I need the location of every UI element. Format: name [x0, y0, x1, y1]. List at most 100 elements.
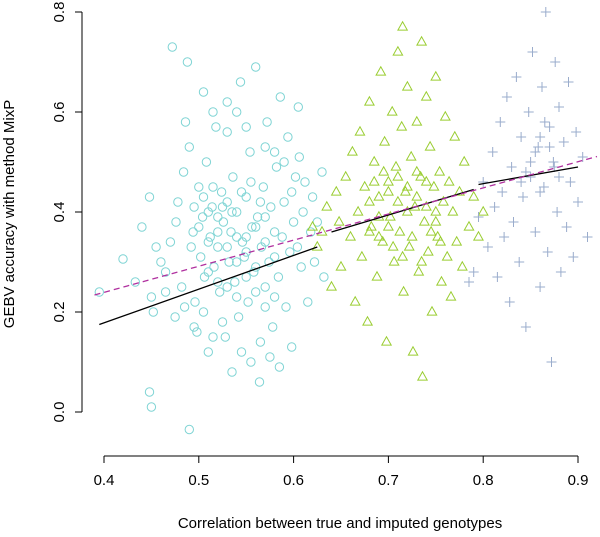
data-point-circle: [198, 307, 209, 317]
data-point-plus: [495, 117, 506, 127]
data-point-triangle: [458, 155, 470, 166]
data-point-circle: [251, 62, 261, 72]
data-point-circle: [184, 142, 195, 152]
trend-lines: [94, 155, 598, 326]
data-point-plus: [520, 167, 531, 177]
data-point-triangle: [396, 120, 408, 131]
data-point-triangle: [394, 225, 406, 236]
data-point-plus: [535, 282, 546, 292]
data-point-circle: [251, 222, 261, 232]
data-point-circle: [171, 217, 181, 227]
data-point-circle: [247, 222, 257, 232]
data-point-circle: [294, 152, 304, 162]
data-point-circle: [160, 287, 171, 297]
data-point-circle: [216, 187, 227, 197]
data-point-circle: [241, 232, 251, 242]
data-point-plus: [582, 232, 593, 242]
data-point-triangle: [430, 215, 442, 226]
data-point-circle: [208, 332, 218, 342]
data-point-triangle: [472, 230, 484, 241]
x-tick-label: 0.5: [188, 472, 209, 489]
data-point-circle: [182, 57, 193, 67]
data-point-plus: [482, 242, 493, 252]
data-point-circle: [306, 227, 316, 237]
data-point-circle: [156, 257, 166, 267]
data-point-triangle: [325, 280, 338, 291]
data-point-circle: [197, 212, 208, 222]
data-point-triangle: [456, 260, 468, 271]
data-point-circle: [198, 87, 209, 97]
plot-points: [94, 7, 593, 435]
x-tick-label: 0.8: [473, 472, 494, 489]
data-point-circle: [236, 347, 247, 357]
data-point-circle: [252, 212, 263, 222]
data-point-circle: [246, 357, 256, 367]
data-point-circle: [296, 262, 306, 272]
data-point-plus: [563, 77, 574, 87]
data-point-triangle: [430, 70, 442, 81]
y-tick-label: 0.8: [51, 2, 68, 23]
data-point-circle: [269, 147, 280, 157]
data-point-circle: [167, 42, 178, 52]
data-point-triangle: [453, 185, 466, 196]
data-point-circle: [137, 222, 147, 232]
data-point-circle: [177, 282, 187, 292]
data-point-triangle: [346, 145, 358, 156]
data-point-plus: [504, 297, 515, 307]
data-point-triangle: [354, 125, 366, 136]
data-point-plus: [544, 142, 555, 152]
data-point-circle: [255, 197, 266, 207]
data-point-circle: [232, 257, 242, 267]
data-point-triangle: [363, 225, 375, 236]
regression-line: [331, 188, 474, 233]
data-point-circle: [260, 212, 270, 222]
data-point-triangle: [447, 205, 459, 216]
data-point-plus: [530, 147, 541, 157]
data-point-circle: [196, 252, 206, 262]
data-point-circle: [192, 327, 202, 337]
data-point-circle: [287, 342, 297, 352]
data-point-triangle: [379, 135, 391, 146]
data-point-circle: [300, 177, 310, 187]
data-point-triangle: [384, 210, 396, 221]
data-point-circle: [189, 202, 199, 212]
data-point-circle: [213, 277, 223, 287]
data-point-circle: [180, 117, 191, 127]
data-point-circle: [146, 402, 157, 412]
data-point-plus: [573, 197, 583, 207]
data-point-circle: [208, 107, 218, 117]
data-point-triangle: [416, 35, 428, 46]
data-point-triangle: [330, 185, 342, 196]
data-point-circle: [144, 387, 155, 397]
data-point-circle: [262, 117, 272, 127]
data-point-circle: [148, 307, 159, 317]
data-point-circle: [246, 177, 256, 187]
data-point-circle: [236, 187, 247, 197]
data-point-triangle: [468, 190, 480, 201]
data-point-plus: [540, 7, 551, 17]
data-point-plus: [530, 227, 541, 237]
data-point-triangle: [449, 130, 461, 141]
data-point-triangle: [463, 220, 475, 231]
data-point-triangle: [437, 195, 449, 206]
data-point-circle: [290, 172, 301, 182]
data-point-circle: [203, 207, 214, 217]
data-point-triangle: [387, 240, 399, 251]
data-point-triangle: [397, 20, 409, 31]
data-point-circle: [232, 232, 242, 242]
data-point-plus: [558, 137, 569, 147]
data-point-triangle: [445, 290, 457, 301]
data-point-circle: [184, 424, 195, 435]
data-point-plus: [464, 277, 474, 287]
data-point-triangle: [411, 115, 423, 126]
data-point-circle: [241, 272, 251, 282]
data-point-triangle: [415, 170, 427, 181]
data-point-plus: [487, 147, 498, 157]
data-point-triangle: [451, 235, 463, 246]
data-point-triangle: [368, 155, 380, 166]
x-tick-label: 0.6: [283, 472, 304, 489]
data-point-triangle: [321, 200, 333, 211]
data-point-plus: [533, 142, 544, 152]
data-point-plus: [546, 357, 557, 367]
data-point-circle: [130, 277, 141, 287]
